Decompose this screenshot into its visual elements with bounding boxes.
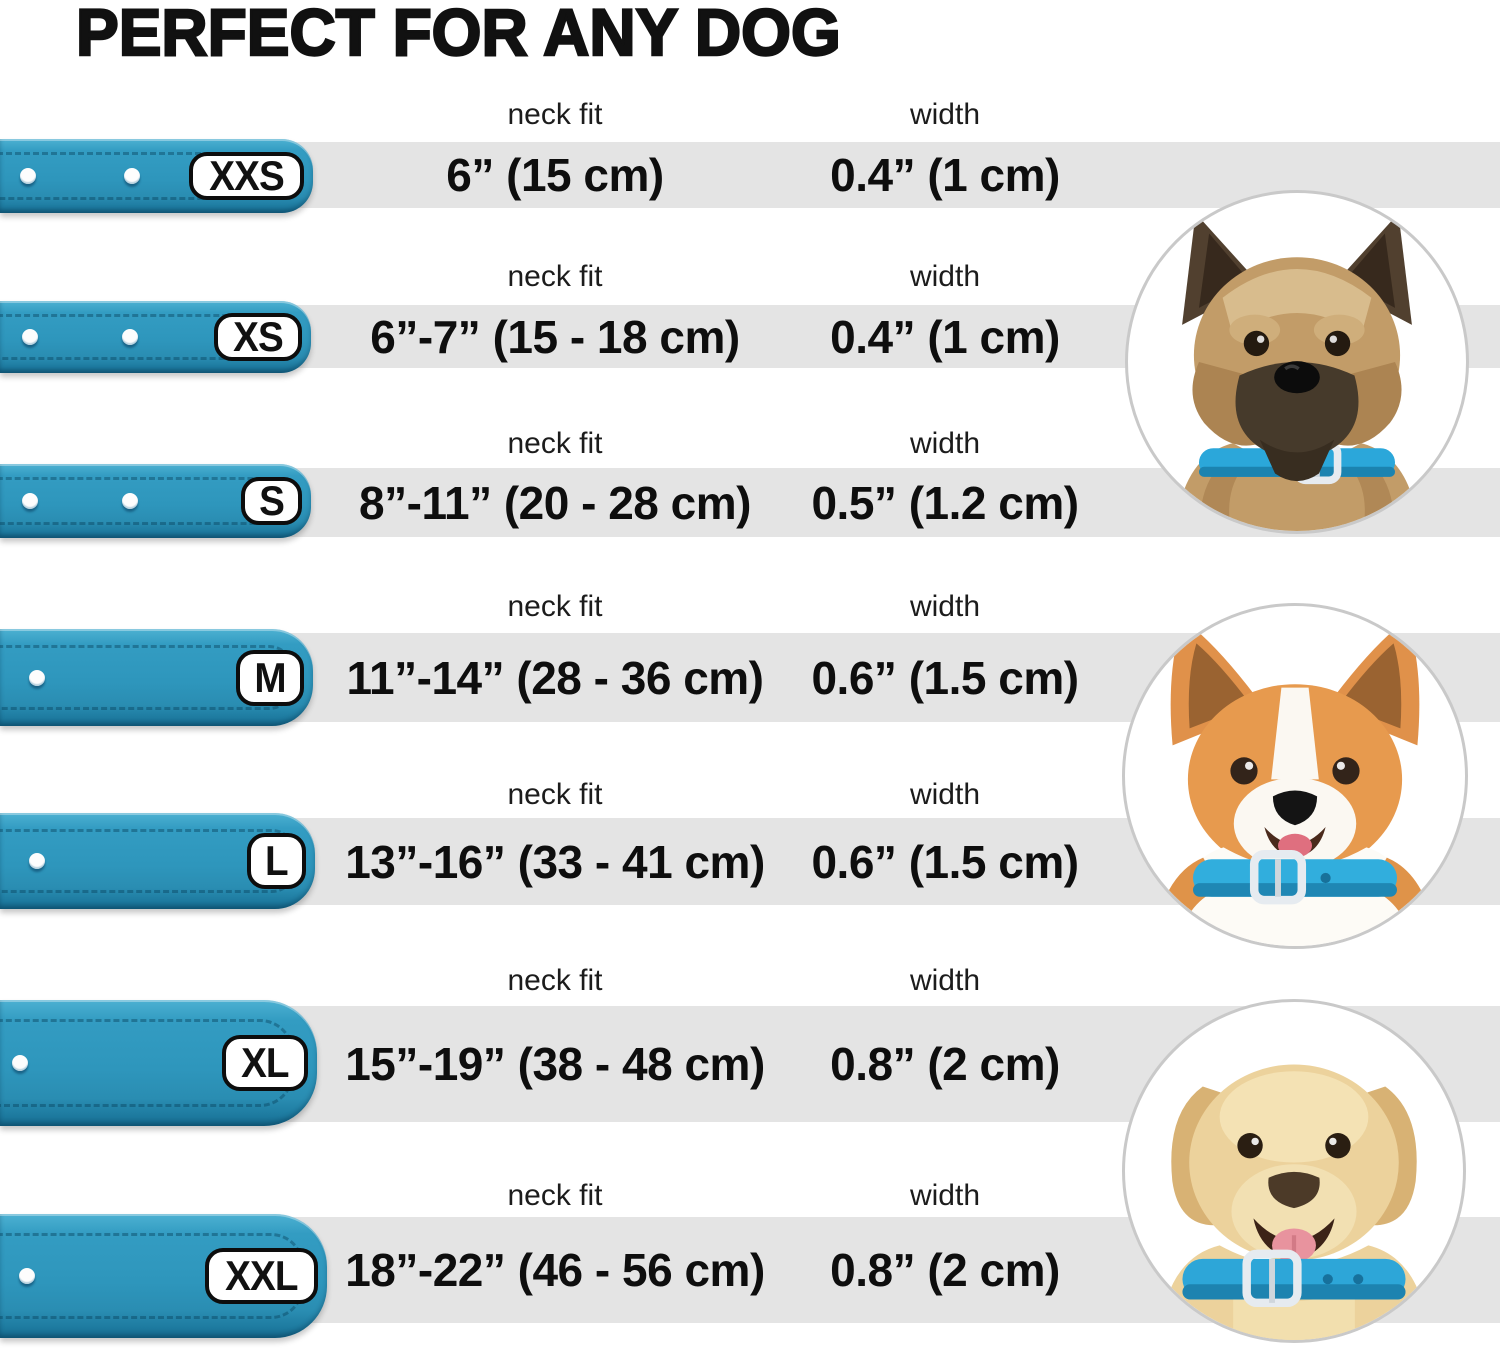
width-column-label: width [909,964,981,997]
collar-hole [122,329,138,345]
width-value: 0.4” (1 cm) [830,310,1060,363]
width-column-label: width [909,778,981,811]
width-column-label: width [909,590,981,623]
collar-size-badge: XL [222,1035,308,1091]
collar-hole [29,853,45,869]
collar-strap: S [0,464,311,538]
collar-size-badge: XS [213,313,302,361]
collar-strap: XXL [0,1214,327,1338]
collar-size-label: XL [241,1039,289,1086]
corgi-illustration [1152,619,1438,946]
width-column-label: width [909,98,981,131]
neck-fit-column-label: neck fit [507,98,603,131]
neck-fit-value: 6”-7” (15 - 18 cm) [370,310,740,363]
collar-size-label: XXS [209,152,284,199]
collar-size-badge: M [236,649,304,706]
neck-fit-column-label: neck fit [507,590,603,623]
collar-size-label: S [259,477,285,524]
neck-fit-column-label: neck fit [507,260,603,293]
neck-fit-value: 15”-19” (38 - 48 cm) [345,1038,765,1090]
width-value: 0.6” (1.5 cm) [811,651,1079,704]
collar-size-label: XXL [225,1252,298,1299]
collar-hole [22,493,38,509]
terrier-illustration [1175,213,1419,531]
width-value: 0.8” (2 cm) [830,1244,1060,1296]
dog-photo-corgi [1122,603,1468,949]
neck-fit-value: 18”-22” (46 - 56 cm) [345,1244,765,1296]
width-value: 0.6” (1.5 cm) [811,835,1079,888]
collar-strap: M [0,629,313,726]
neck-fit-value: 11”-14” (28 - 36 cm) [346,651,764,704]
width-column-label: width [909,427,981,460]
neck-fit-column-label: neck fit [507,778,603,811]
dog-photo-terrier [1125,190,1469,534]
collar-strap: XS [0,301,311,373]
collar-size-badge: L [247,833,306,889]
collar-strap: XXS [0,139,313,213]
collar-hole [22,329,38,345]
neck-fit-column-label: neck fit [507,1179,603,1212]
collar-size-badge: XXS [188,152,304,200]
width-column-label: width [909,1179,981,1212]
collar-size-label: M [254,653,286,701]
collar-hole [19,1268,35,1284]
collar-size-label: XS [233,313,284,360]
width-value: 0.4” (1 cm) [830,149,1060,201]
page-title: PERFECT FOR ANY DOG [75,0,842,70]
collar-hole [20,168,36,184]
collar-size-badge: XXL [205,1248,318,1304]
collar-hole [12,1055,28,1071]
collar-size-badge: S [240,477,302,525]
collar-strap: XL [0,1000,317,1126]
neck-fit-column-label: neck fit [507,964,603,997]
collar-hole [122,493,138,509]
neck-fit-value: 6” (15 cm) [446,149,664,201]
neck-fit-value: 8”-11” (20 - 28 cm) [359,476,751,529]
labrador-illustration [1158,1064,1430,1340]
neck-fit-column-label: neck fit [507,427,603,460]
collar-hole [29,669,45,686]
collar-hole [124,168,140,184]
collar-strap: L [0,813,315,909]
width-column-label: width [909,260,981,293]
dog-photo-labrador [1122,999,1466,1343]
width-value: 0.8” (2 cm) [830,1038,1060,1090]
neck-fit-value: 13”-16” (33 - 41 cm) [345,835,765,888]
collar-size-label: L [265,837,289,884]
width-value: 0.5” (1.2 cm) [811,476,1079,529]
